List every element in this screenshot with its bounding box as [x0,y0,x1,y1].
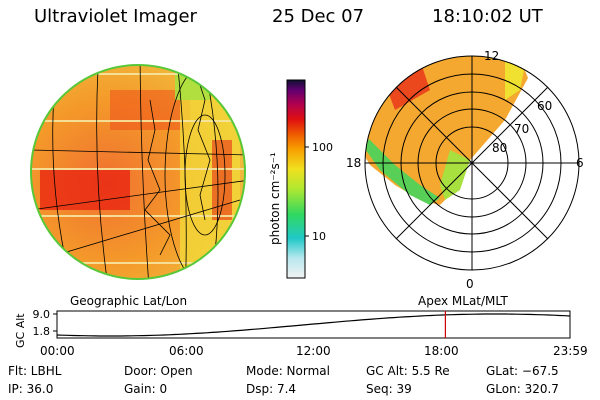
time-tick-1200: 12:00 [296,344,331,358]
colorbar-tick-10: 10 [312,230,326,243]
mlt-label-0: 0 [466,277,474,291]
colorbar-tick-100: 100 [312,141,333,154]
lat-label-70: 70 [514,122,529,136]
time-label: 18:10:02 UT [432,6,543,27]
info-glon: GLon: 320.7 [486,382,559,396]
info-mode: Mode: Normal [246,364,330,378]
info-gc-alt: GC Alt: 5.5 Re [366,364,450,378]
mlt-label-6: 6 [576,156,584,170]
colorbar [286,79,309,279]
time-tick-2359: 23:59 [553,344,588,358]
lat-label-60: 60 [537,99,552,113]
globe-image [30,64,246,280]
app-title: Ultraviolet Imager [34,6,197,27]
info-ip: IP: 36.0 [8,382,54,396]
time-tick-0600: 06:00 [169,344,204,358]
info-door: Door: Open [124,364,193,378]
info-glat: GLat: −67.5 [486,364,559,378]
time-tick-1800: 18:00 [424,344,459,358]
apex-label: Apex MLat/MLT [418,294,508,308]
altitude-curve [56,313,571,337]
altitude-tick-9: 9.0 [33,308,51,321]
time-tick-0000: 00:00 [40,344,75,358]
altitude-axis-label: GC Alt [14,313,27,348]
info-dsp: Dsp: 7.4 [246,382,297,396]
info-seq: Seq: 39 [366,382,412,396]
colorbar-unit-label: photon cm⁻²s⁻¹ [268,152,282,245]
lat-label-80: 80 [492,141,507,155]
altitude-plot [53,310,571,339]
mlt-label-12: 12 [484,49,499,63]
altitude-tick-1.8: 1.8 [33,325,51,338]
info-flt: Flt: LBHL [8,364,62,378]
polar-image [364,55,580,271]
mlt-label-18: 18 [346,156,361,170]
info-gain: Gain: 0 [124,382,168,396]
geographic-label: Geographic Lat/Lon [70,294,188,308]
date-label: 25 Dec 07 [272,6,365,27]
